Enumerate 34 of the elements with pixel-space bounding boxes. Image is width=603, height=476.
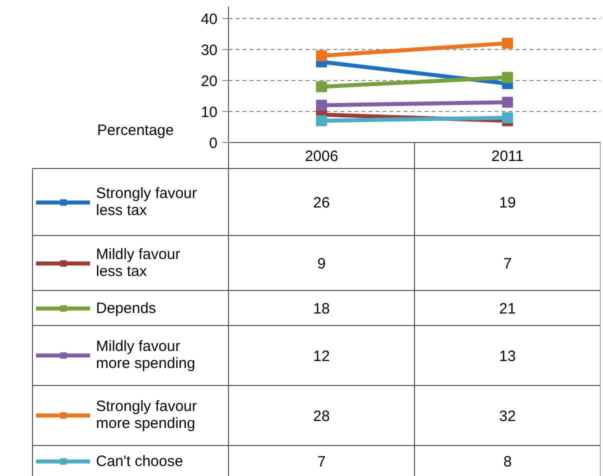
y-tick-label: 40 <box>200 11 218 28</box>
data-label: 9 <box>317 256 326 272</box>
x-tick-label: 2006 <box>304 148 338 165</box>
point <box>316 81 327 92</box>
y-tick-label: 20 <box>200 73 218 90</box>
data-label: 13 <box>499 348 516 365</box>
point <box>502 112 513 124</box>
legend-label: Can't choose <box>96 452 184 470</box>
data-label: 19 <box>499 194 516 212</box>
data-label: 7 <box>503 256 512 272</box>
point <box>502 96 513 108</box>
data-label: 12 <box>313 348 330 365</box>
data-label: 7 <box>317 454 326 470</box>
legend-label: Depends <box>96 299 156 317</box>
legend-label: Mildly favour less tax <box>96 245 180 281</box>
point <box>316 50 327 62</box>
y-axis-title: Percentage <box>97 122 174 139</box>
point <box>316 100 327 111</box>
point <box>502 38 513 49</box>
y-tick-label: 0 <box>209 135 218 152</box>
y-tick-label: 10 <box>200 104 218 121</box>
data-label: 28 <box>313 408 330 425</box>
y-tick-label: 30 <box>200 42 218 59</box>
data-label: 18 <box>313 300 330 318</box>
legend-label: Strongly favour less tax <box>96 184 197 220</box>
x-tick-label: 2011 <box>491 148 524 165</box>
legend-label: Strongly favour more spending <box>96 397 197 433</box>
data-label: 26 <box>313 194 330 212</box>
point <box>316 115 327 126</box>
legend-label: Mildly favour more spending <box>96 337 196 373</box>
data-label: 8 <box>503 454 512 470</box>
data-label: 32 <box>499 408 516 425</box>
data-label: 21 <box>499 300 516 318</box>
point <box>502 72 513 83</box>
